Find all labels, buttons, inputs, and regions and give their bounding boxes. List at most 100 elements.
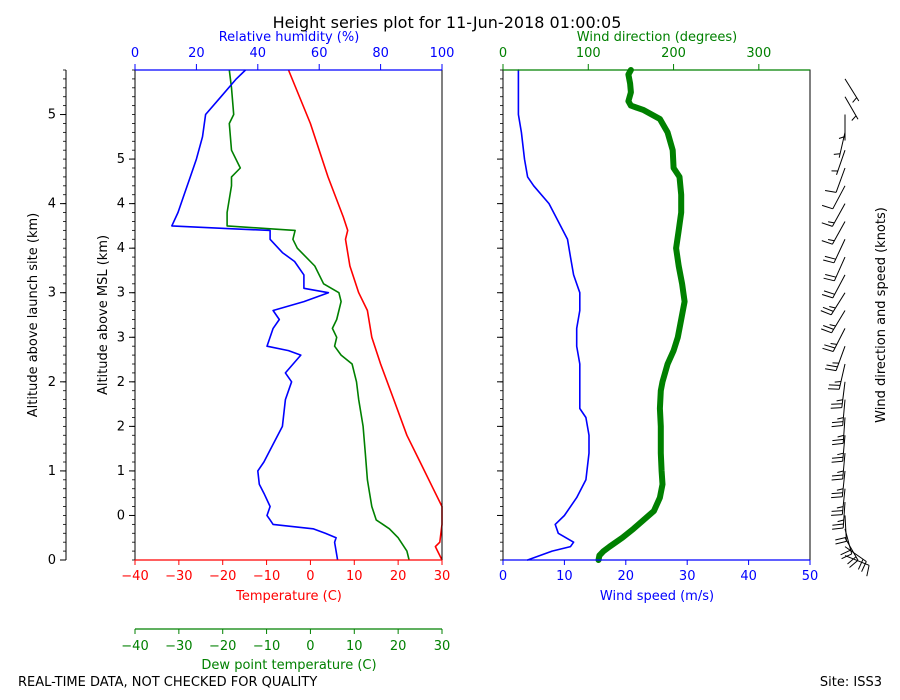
wind-barb-staff [841, 488, 846, 515]
wind-barb [835, 515, 847, 545]
temperature-tick-label: 0 [306, 569, 314, 584]
temperature-tick-label: −40 [121, 569, 148, 584]
launch-tick-label: 3 [48, 286, 56, 301]
dewpoint-tick-label: −30 [165, 639, 192, 654]
wind-barbs-panel [820, 78, 870, 577]
dewpoint-tick-label: −40 [121, 639, 148, 654]
temperature-axis-label: Temperature (C) [235, 589, 342, 604]
wind-barb-feather [837, 470, 844, 473]
launch-axis-label: Altitude above launch site (km) [26, 213, 41, 417]
wind-barb [831, 453, 846, 481]
dewpoint-tick-label: 30 [434, 639, 451, 654]
wind-barb [844, 78, 860, 103]
wind-plot-frame [502, 69, 811, 561]
wind-barb-feather [821, 240, 833, 245]
rh-line [171, 69, 339, 561]
wind-barb-staff [844, 78, 860, 102]
wind-barb-feather [841, 553, 852, 560]
wind-barb-feather [838, 136, 846, 139]
wind-barb [821, 310, 846, 334]
wind-barb [825, 167, 846, 193]
wind-barb-feather [857, 559, 864, 570]
wind-barb [821, 203, 846, 227]
wind-barb-feather [825, 190, 837, 193]
wind-barb-feather [825, 368, 837, 372]
rh-axis-label: Relative humidity (%) [219, 30, 360, 45]
wind-barb-feather [831, 474, 844, 477]
wind-barb-staff [841, 470, 846, 497]
wind-barb-feather [837, 519, 844, 523]
wind-direction-line [595, 67, 688, 563]
wind-barb [822, 328, 846, 352]
wind-barb-feather [823, 325, 834, 330]
wind-barb-feather [835, 536, 847, 541]
msl-tick-label: 2 [117, 375, 125, 390]
wind-barb-feather [821, 222, 833, 227]
wind-barb [844, 96, 859, 121]
barbs-axis-label: Wind direction and speed (knots) [874, 207, 889, 423]
wind-speed-line [517, 69, 590, 561]
wind-barb-feather [829, 324, 836, 327]
rh-tick-label: 60 [311, 46, 328, 61]
wind-barb-staff [838, 363, 846, 390]
msl-tick-label: 5 [117, 152, 125, 167]
wind-barb-feather [831, 460, 843, 463]
msl-tick-label: 3 [117, 286, 125, 301]
wind-barb-feather [821, 328, 832, 334]
wind-barb-feather [830, 407, 842, 409]
wind-barb-feather [831, 425, 843, 428]
wind-barb-staff [831, 203, 846, 227]
direction-tick-label: 300 [746, 46, 771, 61]
wind-barb-feather [831, 421, 844, 424]
wind-barb-staff [835, 167, 846, 193]
wind-barb [821, 274, 846, 299]
wind-barb-feather [834, 381, 842, 383]
wind-barb-staff [830, 292, 846, 316]
wind-barb [832, 417, 846, 446]
wind-barb-feather [836, 488, 844, 491]
wind-barb [844, 537, 859, 568]
launch-tick-label: 1 [48, 464, 56, 479]
thermo-plot-frame [134, 69, 443, 561]
wind-barb [825, 346, 846, 372]
wind-barb-staff [833, 239, 846, 264]
direction-tick-label: 100 [576, 46, 601, 61]
wind-barb-staff [832, 328, 846, 352]
wind-barb-staff [844, 546, 867, 562]
speed-axis-label: Wind speed (m/s) [600, 589, 714, 604]
msl-axis-label: Altitude above MSL (km) [96, 235, 111, 395]
wind-barb-staff [844, 96, 859, 120]
wind-barb [832, 502, 846, 530]
temperature-tick-label: 10 [346, 569, 363, 584]
temperature-tick-label: 30 [434, 569, 451, 584]
dewpoint-axis-label: Dew point temperature (C) [201, 658, 376, 673]
wind-barb-feather [836, 506, 844, 509]
temperature-tick-label: −10 [253, 569, 280, 584]
wind-barb-staff [832, 274, 846, 299]
direction-tick-label: 0 [499, 46, 507, 61]
wind-barb [844, 546, 867, 572]
rh-tick-label: 80 [372, 46, 389, 61]
temperature-line [287, 69, 443, 561]
speed-tick-label: 0 [499, 569, 507, 584]
wind-barb-feather [830, 343, 837, 345]
wind-barb-staff [842, 417, 846, 444]
wind-barb-feather [837, 434, 844, 438]
wind-barb-feather [831, 478, 843, 481]
wind-barb-feather [831, 456, 844, 459]
wind-barb-feather [851, 115, 857, 121]
launch-tick-label: 0 [48, 553, 56, 568]
wind-barb-feather [866, 565, 870, 577]
wind-barb-feather [820, 310, 832, 316]
wind-barb-feather [821, 204, 833, 210]
wind-barb-feather [827, 388, 840, 390]
msl-tick-label: 2 [117, 419, 125, 434]
wind-barb-feather [831, 403, 843, 405]
speed-tick-label: 40 [740, 569, 757, 584]
dewpoint-tick-label: 0 [306, 639, 314, 654]
wind-barb-feather [832, 438, 844, 442]
wind-barb-feather [823, 277, 835, 282]
wind-barb-feather [832, 442, 844, 446]
wind-barb-feather [824, 344, 836, 349]
